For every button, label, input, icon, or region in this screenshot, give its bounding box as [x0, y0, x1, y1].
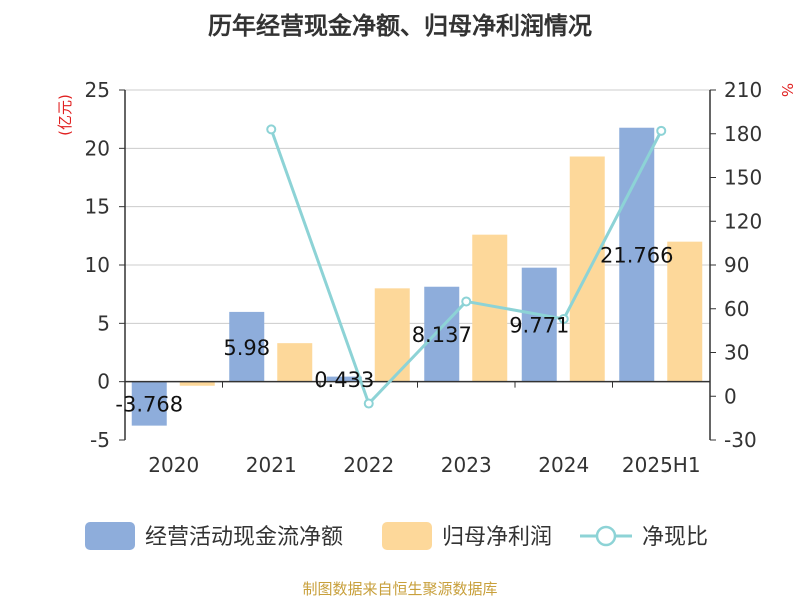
cash-data-label: 5.98 [223, 336, 270, 360]
right-tick-label: 90 [724, 253, 749, 277]
right-tick-label: 180 [724, 122, 762, 146]
left-tick-label: 10 [85, 253, 110, 277]
x-tick-label: 2021 [246, 453, 297, 477]
left-tick-label: 0 [97, 370, 110, 394]
bar [521, 267, 557, 382]
left-axis-unit: (亿元) [56, 94, 74, 136]
left-tick-label: -5 [90, 428, 110, 452]
bar [326, 376, 362, 382]
x-tick-label: 2025H1 [622, 453, 701, 477]
chart-title: 历年经营现金净额、归母净利润情况 [208, 12, 592, 40]
source-note: 制图数据来自恒生聚源数据库 [302, 580, 498, 598]
bar [619, 127, 655, 382]
right-tick-label: 150 [724, 166, 762, 190]
bar [424, 286, 460, 382]
left-tick-label: 15 [85, 195, 110, 219]
x-tick-label: 2022 [343, 453, 394, 477]
legend-swatch-profit [382, 522, 432, 550]
right-tick-label: 120 [724, 209, 762, 233]
ratio-point [656, 125, 667, 136]
ratio-point [266, 124, 277, 135]
ratio-point [558, 313, 569, 324]
bar [229, 311, 265, 382]
bar [131, 381, 167, 426]
legend-marker-ratio [595, 525, 617, 547]
right-tick-label: -30 [724, 428, 757, 452]
right-tick-label: 210 [724, 78, 762, 102]
bar [667, 241, 703, 382]
legend-label-profit: 归母净利润 [442, 525, 552, 550]
bar [569, 156, 605, 382]
cash-data-label: 0.433 [314, 368, 374, 392]
legend-swatch-cash [85, 522, 135, 550]
cash-data-label: 8.137 [412, 323, 472, 347]
x-tick-label: 2024 [538, 453, 589, 477]
left-tick-label: 25 [85, 78, 110, 102]
cash-data-label: 21.766 [600, 244, 673, 268]
right-tick-label: 60 [724, 297, 749, 321]
legend-label-cash: 经营活动现金流净额 [145, 525, 343, 550]
ratio-point [363, 398, 374, 409]
ratio-point [461, 296, 472, 307]
right-axis-unit: % [778, 83, 796, 97]
cash-data-label: -3.768 [115, 393, 183, 417]
bar [277, 343, 313, 382]
x-tick-label: 2023 [441, 453, 492, 477]
bar [179, 381, 215, 386]
right-tick-label: 30 [724, 341, 749, 365]
right-tick-label: 0 [724, 384, 737, 408]
legend-label-ratio: 净现比 [642, 525, 708, 550]
cash-data-label: 9.771 [509, 314, 569, 338]
x-tick-label: 2020 [148, 453, 199, 477]
left-tick-label: 5 [97, 311, 110, 335]
left-tick-label: 20 [85, 136, 110, 160]
